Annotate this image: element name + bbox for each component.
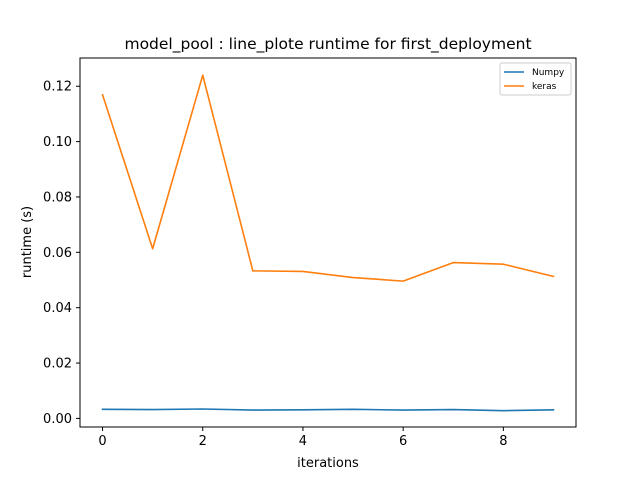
y-tick-label: 0.02	[43, 357, 72, 372]
x-tick-label: 0	[98, 434, 106, 449]
chart-title: model_pool : line_plote runtime for firs…	[124, 35, 531, 54]
y-tick-label: 0.10	[43, 135, 72, 150]
legend: Numpy keras	[499, 62, 572, 96]
x-tick-label: 8	[499, 434, 507, 449]
x-tick-label: 6	[399, 434, 407, 449]
y-tick-label: 0.08	[43, 190, 72, 205]
x-tick-label: 4	[299, 434, 307, 449]
y-axis-label: runtime (s)	[20, 206, 35, 278]
axis-ticks: 0 2 4 6 8 0.00 0.02 0.04 0.06 0.08 0.10 0.12	[43, 80, 507, 449]
legend-label: Numpy	[532, 68, 565, 78]
x-tick-label: 2	[199, 434, 207, 449]
plot-area	[101, 74, 555, 412]
y-tick-label: 0.00	[43, 412, 72, 427]
axes-frame	[79, 57, 577, 428]
legend-label: keras	[532, 82, 557, 92]
y-tick-label: 0.12	[43, 80, 72, 95]
series-line-keras	[101, 74, 555, 282]
y-tick-label: 0.06	[43, 246, 72, 261]
legend-box	[499, 62, 572, 96]
series-line-numpy	[101, 408, 555, 412]
y-tick-label: 0.04	[43, 301, 72, 316]
x-axis-label: iterations	[297, 456, 359, 471]
